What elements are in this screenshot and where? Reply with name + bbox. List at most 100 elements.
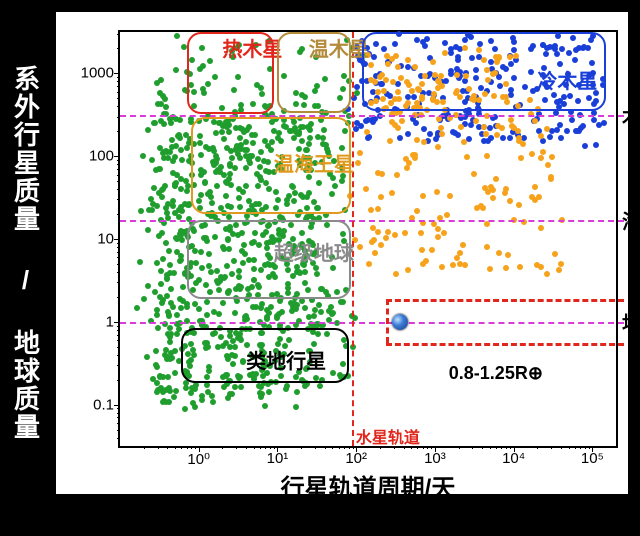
data-point [397, 135, 403, 141]
data-point [163, 240, 169, 246]
data-point [389, 190, 395, 196]
data-point [145, 227, 151, 233]
y-tick-label: 1000 [81, 65, 114, 82]
data-point [259, 391, 265, 397]
data-point [157, 90, 163, 96]
data-point [160, 256, 166, 262]
data-point [283, 386, 289, 392]
data-point [166, 248, 172, 254]
x-axis-title: 行星轨道周期/天 [120, 468, 616, 503]
data-point [253, 304, 259, 310]
ref-line-earth [120, 322, 624, 324]
data-point [413, 120, 419, 126]
data-point [232, 310, 238, 316]
data-point [165, 374, 171, 380]
data-point [505, 252, 511, 258]
data-point [277, 298, 283, 304]
data-point [150, 201, 156, 207]
data-point [552, 251, 558, 257]
data-point [503, 265, 509, 271]
y-axis-title: 系外行星质量 / 地球质量 [8, 40, 44, 466]
data-point [538, 133, 544, 139]
data-point [158, 281, 164, 287]
data-point [450, 262, 456, 268]
data-point [488, 135, 494, 141]
data-point [229, 391, 235, 397]
data-point [596, 122, 602, 128]
ref-label-mercury: 水星轨道 [356, 424, 420, 448]
data-point [378, 242, 384, 248]
data-point [221, 384, 227, 390]
data-point [484, 153, 490, 159]
data-point [178, 204, 184, 210]
y-tick-label: 0.1 [93, 396, 114, 413]
region-label-super_earth: 超级地球 [274, 237, 354, 266]
data-point [354, 120, 360, 126]
data-point [481, 124, 487, 130]
data-point [478, 203, 484, 209]
y-tick-label: 100 [89, 148, 114, 165]
data-point [157, 166, 163, 172]
data-point [364, 129, 370, 135]
data-point [180, 284, 186, 290]
data-point [383, 235, 389, 241]
data-point [538, 225, 544, 231]
data-point [538, 155, 544, 161]
region-label-hot_jupiter: 热木星 [222, 33, 282, 62]
data-point [485, 189, 491, 195]
data-point [593, 142, 599, 148]
data-point [184, 188, 190, 194]
data-point [473, 118, 479, 124]
data-point [540, 149, 546, 155]
data-point [216, 311, 222, 317]
data-point [172, 183, 178, 189]
data-point [378, 194, 384, 200]
data-point [279, 309, 285, 315]
data-point [232, 384, 238, 390]
data-point [317, 383, 323, 389]
data-point [471, 171, 477, 177]
data-point [461, 139, 467, 145]
data-point [507, 198, 513, 204]
data-point [496, 250, 502, 256]
data-point [460, 242, 466, 248]
data-point [137, 259, 143, 265]
x-tick-label: 10⁰ [187, 450, 210, 468]
data-point [429, 247, 435, 253]
data-point [534, 262, 540, 268]
y-tick-label: 10 [97, 231, 114, 248]
data-point [421, 139, 427, 145]
data-point [204, 312, 210, 318]
data-point [169, 137, 175, 143]
data-point [487, 125, 493, 131]
data-point [199, 397, 205, 403]
data-point [564, 128, 570, 134]
data-point [177, 117, 183, 123]
data-point [405, 267, 411, 273]
data-point [419, 247, 425, 253]
data-point [484, 244, 490, 250]
data-point [266, 389, 272, 395]
data-point [436, 116, 442, 122]
data-point [439, 131, 445, 137]
data-point [444, 212, 450, 218]
data-point [145, 127, 151, 133]
data-point [151, 185, 157, 191]
data-point [487, 266, 493, 272]
data-point [357, 150, 363, 156]
data-point [172, 210, 178, 216]
data-point [368, 207, 374, 213]
data-point [517, 264, 523, 270]
data-point [457, 250, 463, 256]
ref-label-earth: 地球 [622, 307, 640, 336]
data-point [174, 33, 180, 39]
y-axis-title-text: 系外行星质量 / 地球质量 [8, 65, 45, 441]
data-point [431, 221, 437, 227]
data-point [414, 137, 420, 143]
data-point [144, 354, 150, 360]
data-point [220, 300, 226, 306]
data-point [439, 264, 445, 270]
data-point [366, 134, 372, 140]
data-point [484, 221, 490, 227]
region-label-warm_neptune: 温海王星 [274, 148, 354, 177]
